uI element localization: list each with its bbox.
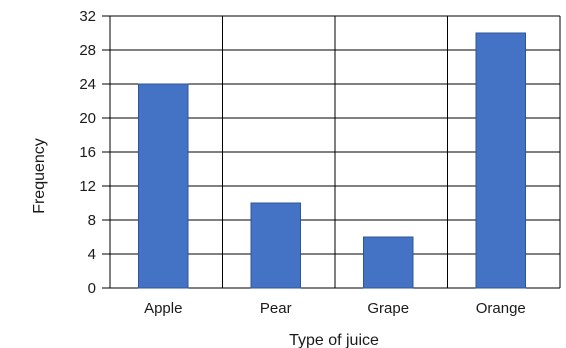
y-tick-label: 0	[88, 280, 96, 297]
chart-bars	[138, 32, 526, 289]
y-tick-label: 8	[88, 212, 96, 229]
x-tick-label: Orange	[476, 300, 526, 317]
x-tick-label: Pear	[260, 300, 292, 317]
y-tick-label: 24	[79, 76, 96, 93]
y-axis-ticks: 0 4 8 12 16 20 24 28 32	[79, 8, 110, 297]
y-tick-label: 20	[79, 110, 96, 127]
y-tick-label: 32	[79, 8, 96, 25]
bar-pear	[250, 202, 301, 289]
x-tick-label: Apple	[144, 300, 182, 317]
y-tick-label: 16	[79, 144, 96, 161]
x-axis-title: Type of juice	[289, 332, 379, 348]
y-tick-label: 4	[88, 246, 96, 263]
y-tick-label: 12	[79, 178, 96, 195]
bar-grape	[363, 236, 414, 289]
x-tick-label: Grape	[367, 300, 409, 317]
x-axis-ticks: Apple Pear Grape Orange	[144, 300, 526, 317]
y-tick-label: 28	[79, 42, 96, 59]
bar-orange	[475, 32, 526, 289]
y-axis-title: Frequency	[31, 138, 48, 214]
bar-apple	[138, 83, 189, 289]
